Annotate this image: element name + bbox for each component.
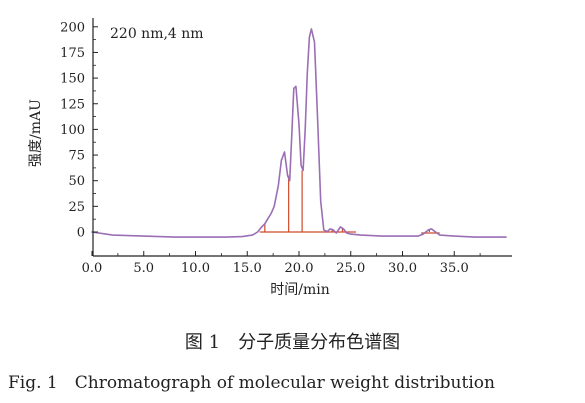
x-tick-label: 35.0 (440, 261, 469, 276)
figure-caption-english: Fig. 1 Chromatograph of molecular weight… (8, 373, 495, 393)
y-tick-label: 200 (60, 20, 85, 35)
wavelength-annotation: 220 nm,4 nm (110, 26, 204, 42)
y-tick-label: 0 (77, 226, 85, 241)
chromatogram-chart: 0.0 5.0 10.0 15.0 20.0 25.0 30.0 35.0 0 25 50 75 10… (28, 18, 512, 298)
chromatogram-line (91, 28, 507, 238)
y-tick-label: 150 (60, 72, 85, 87)
y-tick-label: 50 (68, 174, 85, 189)
x-tick-label: 10.0 (181, 261, 210, 276)
x-tick-label: 5.0 (133, 261, 154, 276)
x-axis-label: 时间/min (270, 282, 330, 298)
x-tick-label: 30.0 (388, 261, 417, 276)
x-tick-label: 20.0 (285, 261, 314, 276)
y-tick-label: 75 (68, 149, 85, 164)
x-tick-label: 0.0 (82, 261, 103, 276)
y-tick-label: 125 (60, 97, 85, 112)
plot-area (91, 28, 507, 238)
x-axis: 0.0 5.0 10.0 15.0 20.0 25.0 30.0 35.0 (82, 251, 512, 276)
x-tick-label: 15.0 (233, 261, 262, 276)
y-axis-label: 强度/mAU (28, 99, 44, 167)
y-tick-label: 175 (60, 46, 85, 61)
y-tick-label: 100 (60, 123, 85, 138)
figure-caption-chinese: 图 1 分子质量分布色谱图 (184, 332, 401, 353)
y-axis: 0 25 50 75 100 125 150 175 200 (60, 18, 98, 256)
x-tick-label: 25.0 (336, 261, 365, 276)
y-tick-label: 25 (68, 200, 85, 215)
